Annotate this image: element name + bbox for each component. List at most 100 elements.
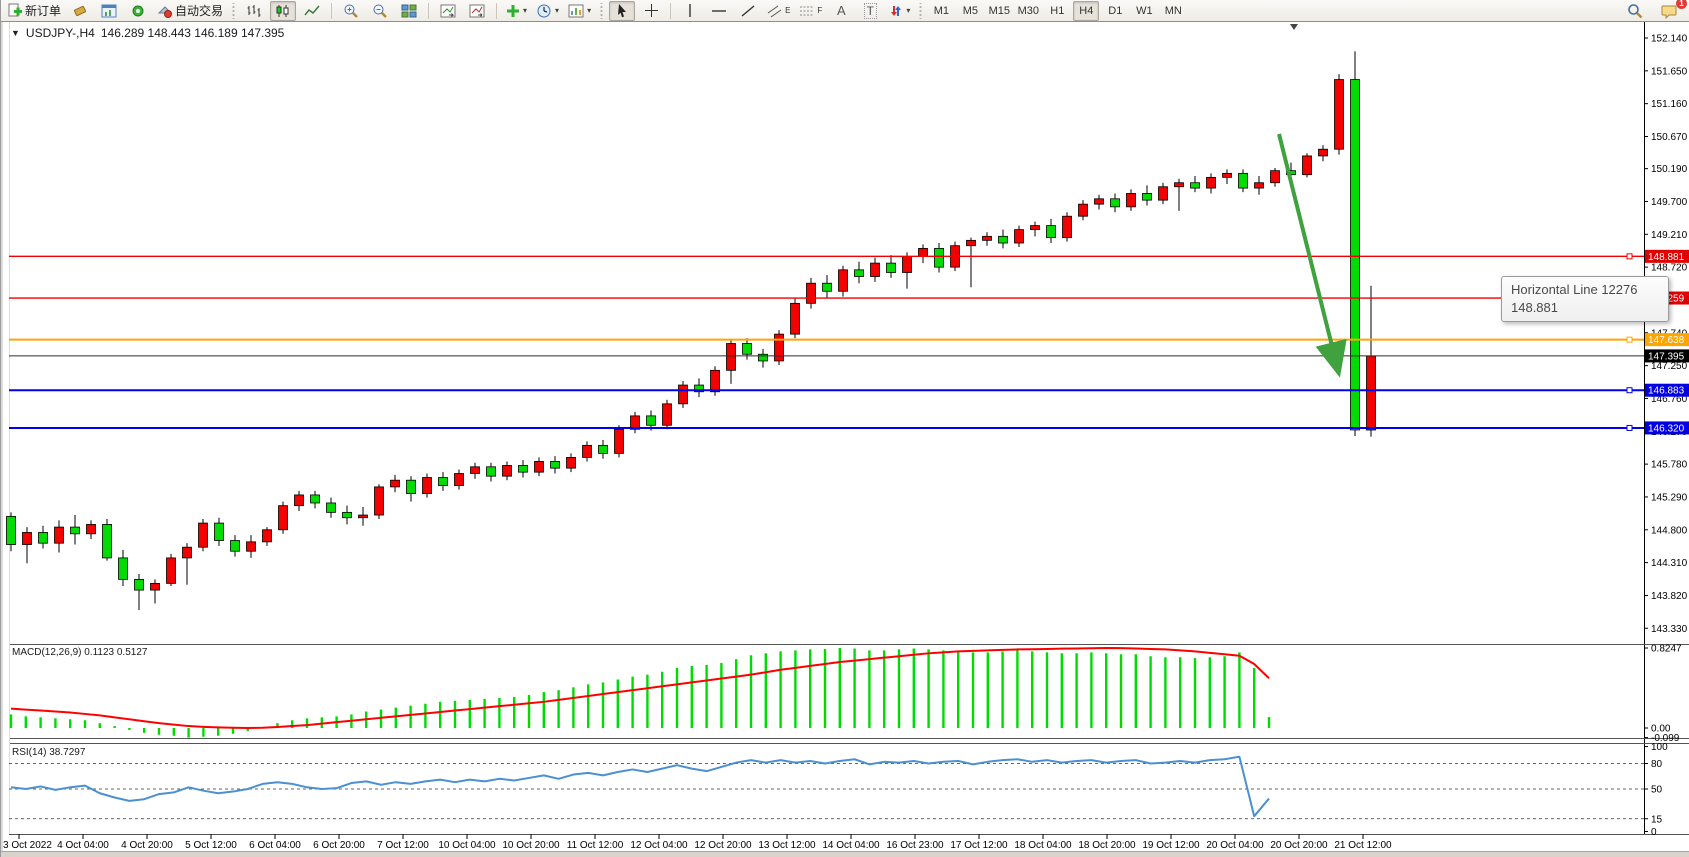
- candle: [902, 256, 912, 273]
- price-badge-label: 147.638: [1648, 335, 1685, 346]
- macd-tick-label: -0.099: [1651, 733, 1680, 744]
- notification-badge: 1: [1676, 0, 1687, 9]
- candle: [614, 428, 624, 454]
- chart-window-button[interactable]: [96, 1, 122, 21]
- crosshair-tool-button[interactable]: [638, 1, 664, 21]
- candle: [118, 557, 128, 580]
- styles-button[interactable]: [67, 1, 93, 21]
- candle: [326, 502, 336, 513]
- auto-trading-button[interactable]: 自动交易: [154, 1, 226, 21]
- timeframe-m5-button[interactable]: M5: [962, 4, 978, 17]
- time-tick-label: 11 Oct 12:00: [567, 840, 624, 851]
- candle: [1174, 182, 1184, 188]
- candle: [406, 479, 416, 495]
- main-toolbar: 新订单 自动交易: [1, 0, 1689, 22]
- price-tick-label: 145.290: [1651, 492, 1688, 503]
- chart-shift-marker-icon: [1290, 24, 1298, 30]
- time-tick-label: 13 Oct 12:00: [758, 840, 816, 851]
- trendline-tool-button[interactable]: [735, 1, 761, 21]
- toolbar-grip[interactable]: [599, 2, 605, 19]
- timeframe-m1-button[interactable]: M1: [933, 4, 949, 17]
- new-order-button[interactable]: 新订单: [4, 1, 64, 21]
- arrows-tool-button[interactable]: ▾: [886, 1, 913, 21]
- candle: [422, 477, 432, 494]
- timeframe-mn-button[interactable]: MN: [1164, 4, 1182, 17]
- candle: [102, 524, 112, 559]
- candle: [678, 384, 688, 405]
- text-tool-button[interactable]: A: [828, 1, 854, 21]
- community-button[interactable]: 1: [1656, 0, 1687, 21]
- timeframe-h1-button[interactable]: H1: [1050, 4, 1065, 17]
- zoom-out-button[interactable]: [367, 1, 393, 21]
- price-badge: [1645, 421, 1689, 435]
- add-indicator-icon: [507, 4, 520, 17]
- alerts-button[interactable]: [125, 1, 151, 21]
- candle: [790, 302, 800, 335]
- time-tick-label: 4 Oct 04:00: [57, 840, 109, 851]
- candlestick-chart-button[interactable]: [270, 0, 297, 21]
- auto-trading-icon: [157, 5, 173, 18]
- timeframe-d1-button[interactable]: D1: [1108, 4, 1123, 17]
- fibo-tool-suffix: F: [817, 6, 823, 15]
- candle: [230, 540, 240, 552]
- tooltip-object-price: 148.881: [1511, 300, 1558, 315]
- cursor-icon: [618, 4, 627, 18]
- toolbar-separator: [670, 2, 672, 19]
- chart-template-button[interactable]: ▾: [565, 1, 594, 21]
- price-tick-label: 146.760: [1651, 394, 1688, 405]
- chart-window[interactable]: ▼ USDJPY-,H4 146.289 148.443 146.189 147…: [1, 22, 1689, 852]
- timeframe-m30-button[interactable]: M30: [1017, 4, 1040, 17]
- line-handle[interactable]: [1626, 336, 1633, 343]
- cursor-tool-button[interactable]: [609, 0, 636, 21]
- candle: [1030, 225, 1040, 231]
- candle: [1302, 155, 1312, 176]
- macd-indicator-label: MACD(12,26,9) 0.1123 0.5127: [12, 647, 148, 658]
- timeframe-m15-button[interactable]: M15: [988, 4, 1011, 17]
- price-chart-canvas[interactable]: 152.140 151.650 151.160 150.670 150.190 149.7…: [1, 22, 1689, 852]
- candle: [566, 457, 576, 469]
- horizontal-line-tool-button[interactable]: [706, 1, 732, 21]
- add-indicator-button[interactable]: ▾: [503, 1, 530, 21]
- period-button[interactable]: ▾: [533, 1, 562, 21]
- candle: [134, 578, 144, 591]
- zoom-in-button[interactable]: [338, 1, 364, 21]
- candle: [1078, 203, 1088, 217]
- price-tick-label: 151.160: [1651, 99, 1688, 110]
- timeframe-w1-button[interactable]: W1: [1136, 4, 1153, 17]
- trend-arrow-annotation[interactable]: [1277, 133, 1347, 378]
- text-label-tool-button[interactable]: T: [857, 1, 883, 21]
- time-tick-label: 10 Oct 04:00: [438, 840, 496, 851]
- tooltip-object-name: Horizontal Line 12276: [1511, 282, 1638, 297]
- indicator-window-icon: [440, 4, 456, 17]
- equidistant-channel-tool-button[interactable]: E: [764, 1, 793, 21]
- time-tick-label: 17 Oct 12:00: [950, 840, 1008, 851]
- new-order-icon: [8, 3, 22, 16]
- rsi-tick-label: 15: [1651, 814, 1663, 825]
- price-badge-label: 146.883: [1648, 386, 1685, 397]
- price-tick-label: 144.310: [1651, 558, 1688, 569]
- tile-windows-button[interactable]: [396, 1, 422, 21]
- chevron-down-icon[interactable]: ▼: [11, 28, 20, 38]
- search-icon: [1628, 3, 1643, 18]
- candle: [198, 522, 208, 548]
- label-tool-label: T: [863, 2, 877, 19]
- fibonacci-tool-button[interactable]: F: [796, 1, 825, 21]
- dropdown-caret-icon: ▾: [523, 6, 528, 15]
- toolbar-grip[interactable]: [918, 2, 924, 19]
- line-handle[interactable]: [1626, 387, 1633, 394]
- vertical-line-tool-button[interactable]: [677, 1, 703, 21]
- line-handle[interactable]: [1626, 253, 1633, 260]
- search-button[interactable]: [1622, 1, 1648, 21]
- timeframe-h4-button[interactable]: H4: [1073, 0, 1100, 21]
- candle: [854, 269, 864, 277]
- line-chart-button[interactable]: [299, 1, 325, 21]
- line-handle[interactable]: [1626, 424, 1633, 431]
- candle: [662, 403, 672, 426]
- toolbar-grip[interactable]: [231, 2, 237, 19]
- candle: [998, 235, 1008, 244]
- indicator-window-button[interactable]: [435, 1, 461, 21]
- indicator-list-icon: [469, 4, 485, 17]
- bar-chart-button[interactable]: [241, 1, 267, 21]
- time-tick-label: 20 Oct 04:00: [1206, 840, 1264, 851]
- indicator-list-button[interactable]: [464, 1, 490, 21]
